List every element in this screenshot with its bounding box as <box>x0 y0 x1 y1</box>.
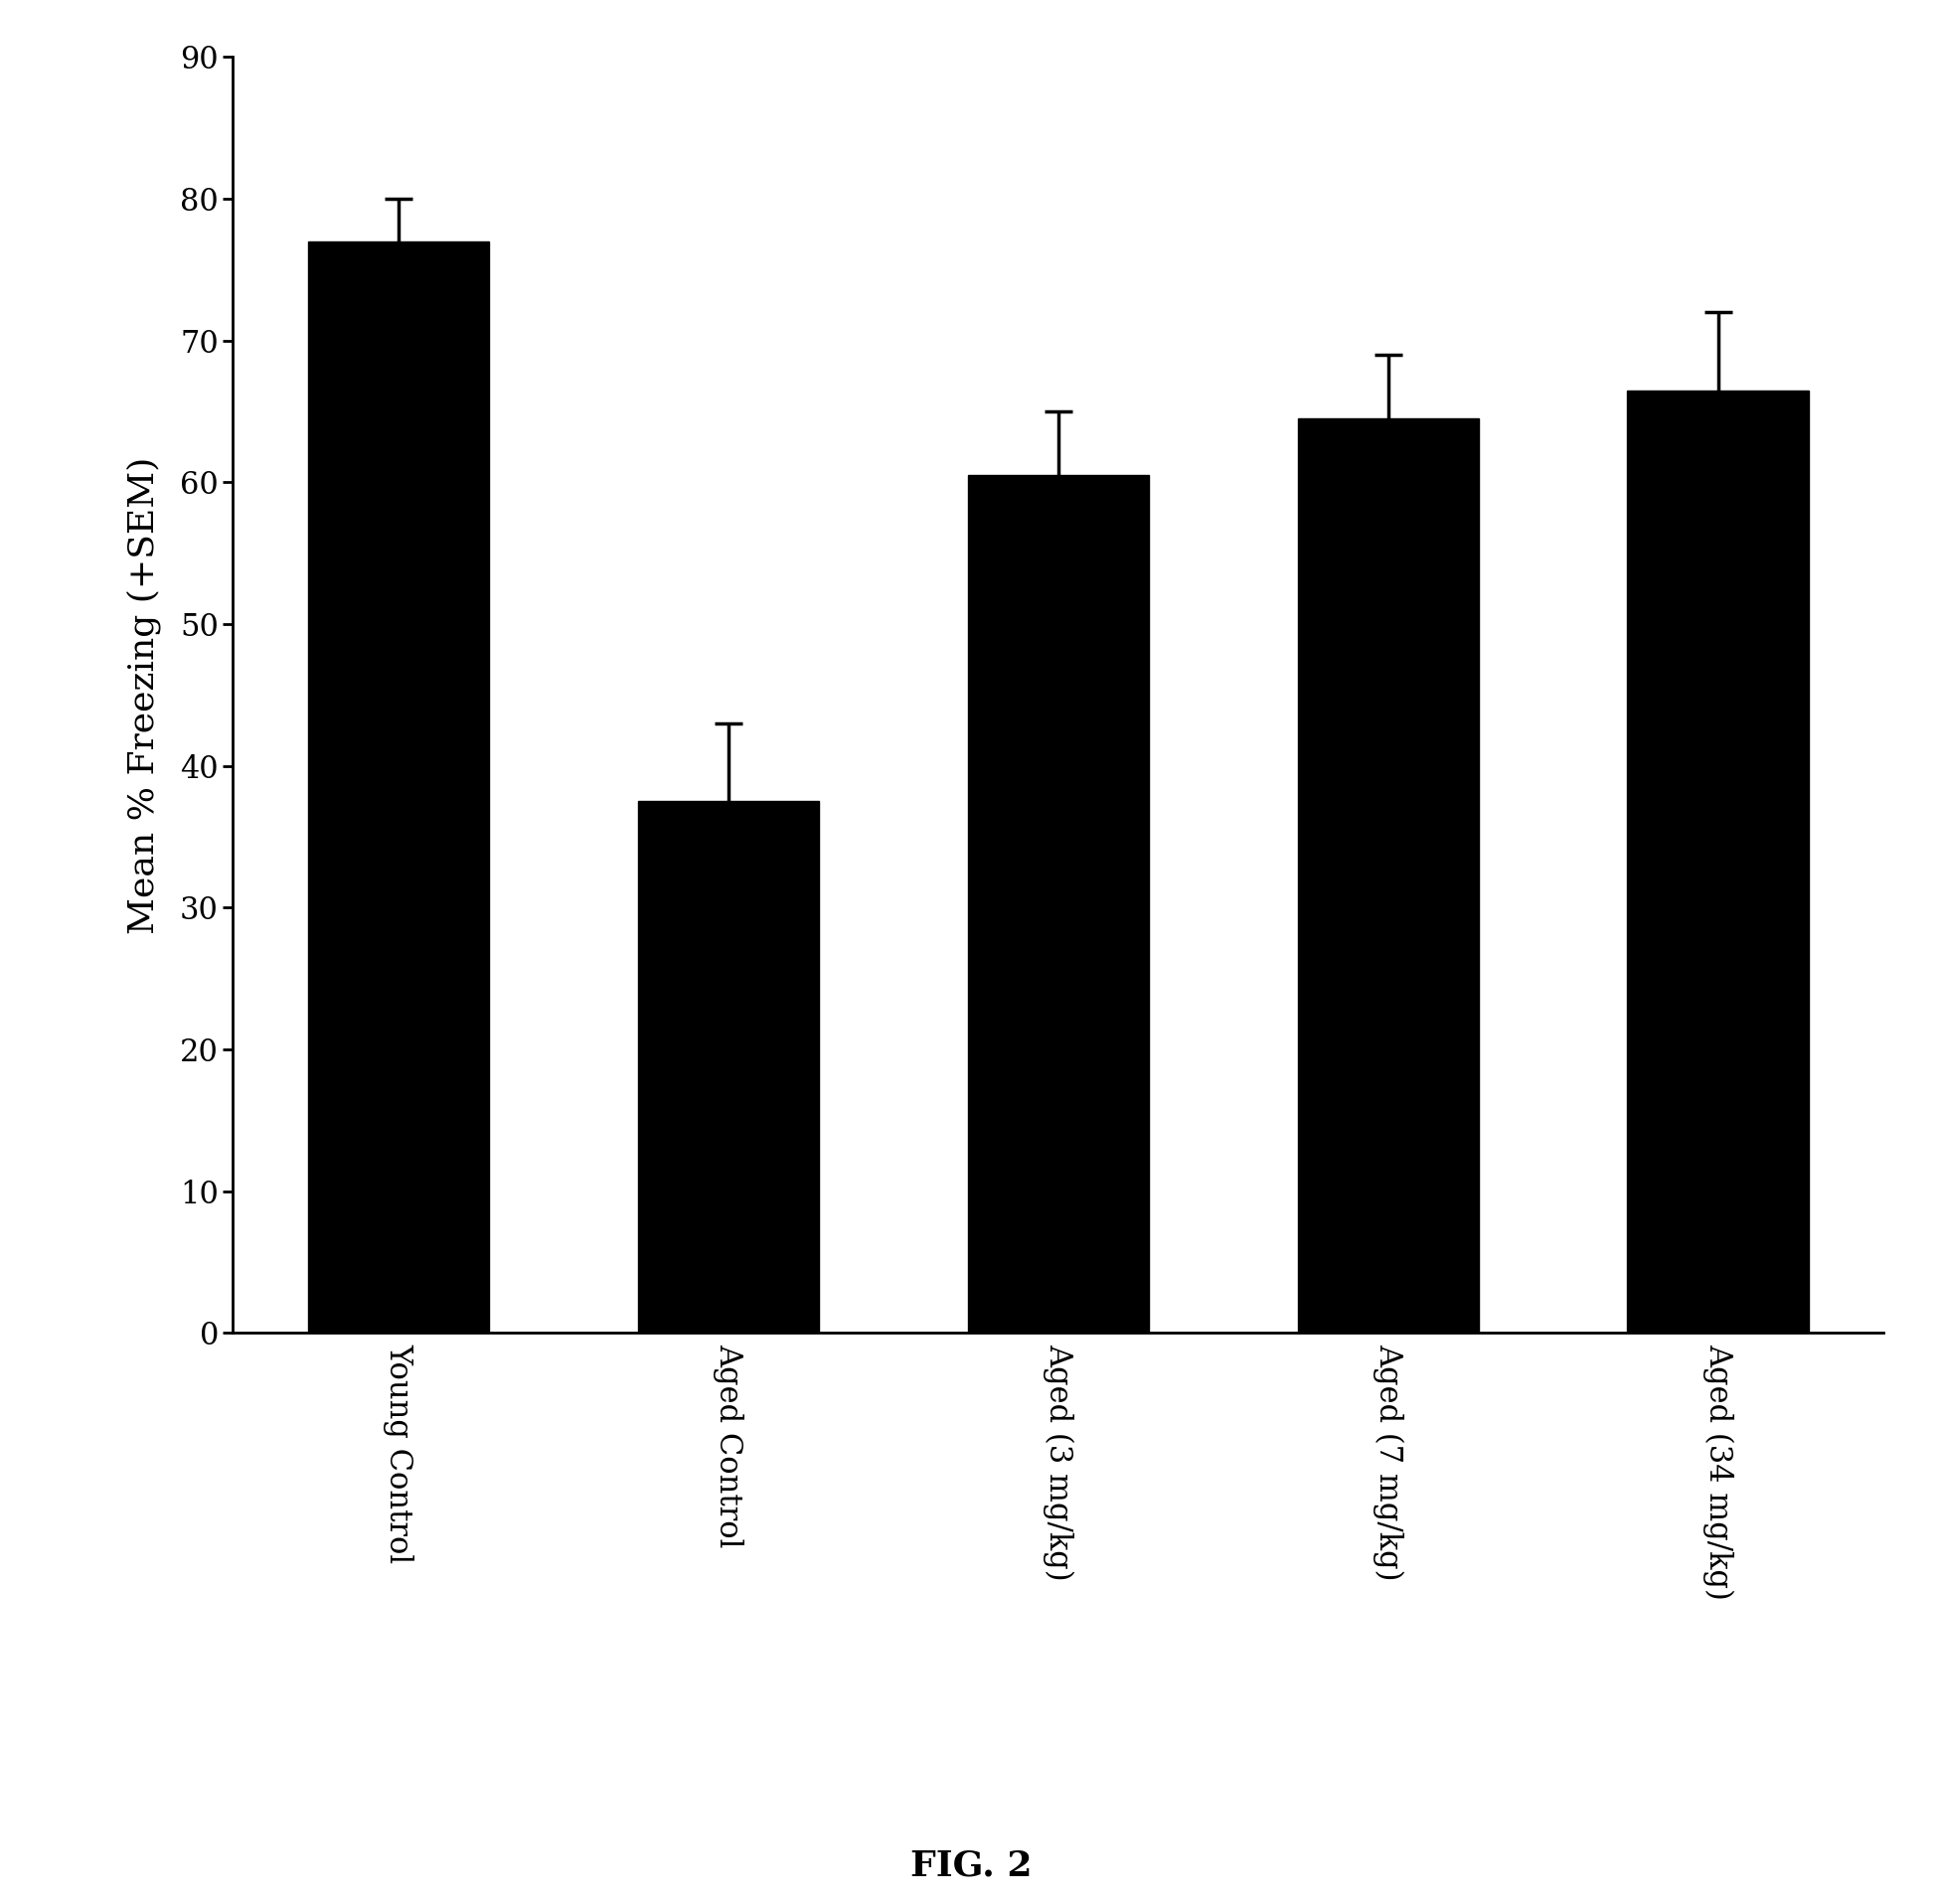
Bar <box>309 242 489 1333</box>
Text: FIG. 2: FIG. 2 <box>911 1849 1031 1883</box>
Y-axis label: Mean % Freezing (+SEM): Mean % Freezing (+SEM) <box>126 457 161 933</box>
Bar <box>637 802 820 1333</box>
Bar <box>1297 419 1480 1333</box>
Bar <box>967 476 1150 1333</box>
Bar <box>1627 390 1808 1333</box>
